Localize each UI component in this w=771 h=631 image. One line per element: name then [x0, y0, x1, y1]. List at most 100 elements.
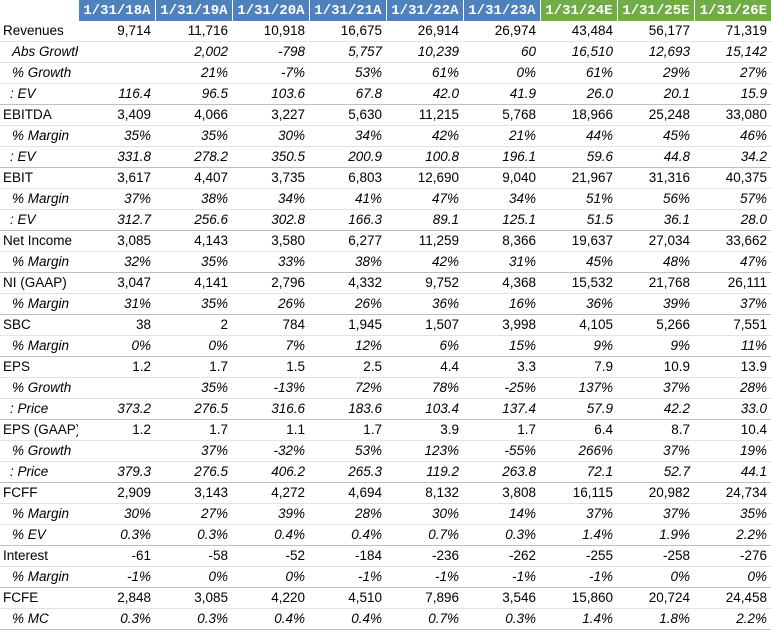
- table-cell[interactable]: 196.1: [502, 149, 536, 164]
- table-cell[interactable]: 53%: [354, 443, 382, 458]
- table-cell[interactable]: 119.2: [426, 464, 459, 479]
- table-cell[interactable]: 1.9%: [659, 527, 690, 542]
- table-cell[interactable]: 4,143: [194, 233, 228, 248]
- table-cell[interactable]: 20.1: [663, 86, 690, 101]
- table-cell[interactable]: 0%: [208, 569, 228, 584]
- table-cell[interactable]: 57%: [739, 191, 767, 206]
- table-cell[interactable]: 331.8: [117, 149, 151, 164]
- table-cell[interactable]: 302.8: [271, 212, 305, 227]
- table-cell[interactable]: 38%: [354, 254, 382, 269]
- column-header-9[interactable]: 1/31/26E: [693, 0, 771, 21]
- table-cell[interactable]: 7,551: [733, 317, 767, 332]
- table-cell[interactable]: -52: [285, 548, 305, 563]
- table-cell[interactable]: 24,458: [725, 590, 767, 605]
- table-cell[interactable]: 21,967: [571, 170, 613, 185]
- table-cell[interactable]: 12,693: [648, 44, 690, 59]
- table-cell[interactable]: 29%: [662, 65, 690, 80]
- table-cell[interactable]: 3,085: [117, 233, 151, 248]
- table-cell[interactable]: 200.9: [348, 149, 382, 164]
- column-header-7[interactable]: 1/31/24E: [539, 0, 617, 21]
- table-cell[interactable]: 276.5: [194, 401, 228, 416]
- table-cell[interactable]: 4,694: [348, 485, 382, 500]
- table-cell[interactable]: 3,047: [117, 275, 151, 290]
- table-cell[interactable]: 0%: [131, 338, 151, 353]
- table-cell[interactable]: 42.0: [432, 86, 459, 101]
- table-cell[interactable]: 26,111: [727, 275, 767, 290]
- table-cell[interactable]: 11,259: [418, 233, 459, 248]
- table-cell[interactable]: 8,132: [425, 485, 459, 500]
- table-cell[interactable]: 123%: [424, 443, 459, 458]
- table-cell[interactable]: 0%: [747, 569, 767, 584]
- table-cell[interactable]: 35%: [123, 128, 151, 143]
- table-cell[interactable]: 7,896: [425, 590, 459, 605]
- table-cell[interactable]: 0.3%: [120, 611, 151, 626]
- table-cell[interactable]: 26.0: [586, 86, 613, 101]
- table-cell[interactable]: -1%: [434, 569, 459, 584]
- table-cell[interactable]: 14%: [508, 506, 536, 521]
- table-cell[interactable]: 1.8%: [659, 611, 690, 626]
- table-cell[interactable]: 37%: [200, 443, 228, 458]
- table-cell[interactable]: 3,998: [502, 317, 536, 332]
- table-cell[interactable]: 4,407: [194, 170, 228, 185]
- table-cell[interactable]: 37%: [739, 296, 767, 311]
- table-cell[interactable]: 8,366: [502, 233, 536, 248]
- table-cell[interactable]: 34%: [277, 191, 305, 206]
- column-header-6[interactable]: 1/31/23A: [462, 0, 540, 21]
- table-cell[interactable]: 9,714: [117, 23, 151, 38]
- table-cell[interactable]: 116.4: [118, 86, 151, 101]
- table-cell[interactable]: 6,277: [348, 233, 382, 248]
- table-cell[interactable]: 33.0: [740, 401, 767, 416]
- table-cell[interactable]: 15,532: [571, 275, 613, 290]
- table-cell[interactable]: 784: [282, 317, 305, 332]
- table-cell[interactable]: 5,266: [656, 317, 690, 332]
- table-cell[interactable]: 0.3%: [120, 527, 151, 542]
- table-cell[interactable]: 11,215: [418, 107, 459, 122]
- table-cell[interactable]: -236: [431, 548, 459, 563]
- column-header-8[interactable]: 1/31/25E: [616, 0, 694, 21]
- table-cell[interactable]: -798: [277, 44, 305, 59]
- table-cell[interactable]: 4,141: [194, 275, 228, 290]
- table-cell[interactable]: 51.5: [586, 212, 613, 227]
- table-cell[interactable]: 1.7: [209, 422, 228, 437]
- table-cell[interactable]: 0.3%: [505, 611, 536, 626]
- table-cell[interactable]: 51%: [585, 191, 613, 206]
- table-cell[interactable]: 0.7%: [428, 527, 459, 542]
- table-cell[interactable]: 2,909: [117, 485, 151, 500]
- table-cell[interactable]: 19%: [739, 443, 767, 458]
- table-cell[interactable]: 316.6: [271, 401, 305, 416]
- table-cell[interactable]: 266%: [578, 443, 613, 458]
- table-cell[interactable]: 71,319: [725, 23, 767, 38]
- table-cell[interactable]: [78, 63, 155, 84]
- table-cell[interactable]: 103.4: [425, 401, 459, 416]
- table-cell[interactable]: 2,796: [271, 275, 305, 290]
- table-cell[interactable]: 26%: [354, 296, 382, 311]
- table-cell[interactable]: 43,484: [571, 23, 613, 38]
- table-cell[interactable]: 31%: [123, 296, 151, 311]
- table-cell[interactable]: 36%: [585, 296, 613, 311]
- table-cell[interactable]: 137%: [578, 380, 613, 395]
- table-cell[interactable]: 35%: [200, 380, 228, 395]
- table-cell[interactable]: 21%: [200, 65, 228, 80]
- table-cell[interactable]: 379.3: [117, 464, 151, 479]
- table-cell[interactable]: 0.3%: [197, 611, 228, 626]
- table-cell[interactable]: 34%: [354, 128, 382, 143]
- table-cell[interactable]: 34.2: [740, 149, 767, 164]
- table-cell[interactable]: 16,675: [340, 23, 382, 38]
- table-cell[interactable]: 0.4%: [274, 611, 305, 626]
- table-cell[interactable]: 2: [220, 317, 228, 332]
- table-cell[interactable]: 2,848: [117, 590, 151, 605]
- table-cell[interactable]: -61: [131, 548, 151, 563]
- table-cell[interactable]: 33,662: [725, 233, 767, 248]
- table-cell[interactable]: 20,724: [648, 590, 690, 605]
- table-cell[interactable]: 278.2: [194, 149, 228, 164]
- table-cell[interactable]: 10.4: [740, 422, 767, 437]
- table-cell[interactable]: -184: [354, 548, 382, 563]
- table-cell[interactable]: -32%: [273, 443, 305, 458]
- table-cell[interactable]: 183.6: [348, 401, 382, 416]
- table-cell[interactable]: 10,918: [263, 23, 305, 38]
- table-cell[interactable]: -258: [662, 548, 690, 563]
- table-cell[interactable]: 265.3: [348, 464, 382, 479]
- table-cell[interactable]: -13%: [273, 380, 305, 395]
- table-cell[interactable]: 4,105: [579, 317, 613, 332]
- table-cell[interactable]: 37%: [662, 506, 690, 521]
